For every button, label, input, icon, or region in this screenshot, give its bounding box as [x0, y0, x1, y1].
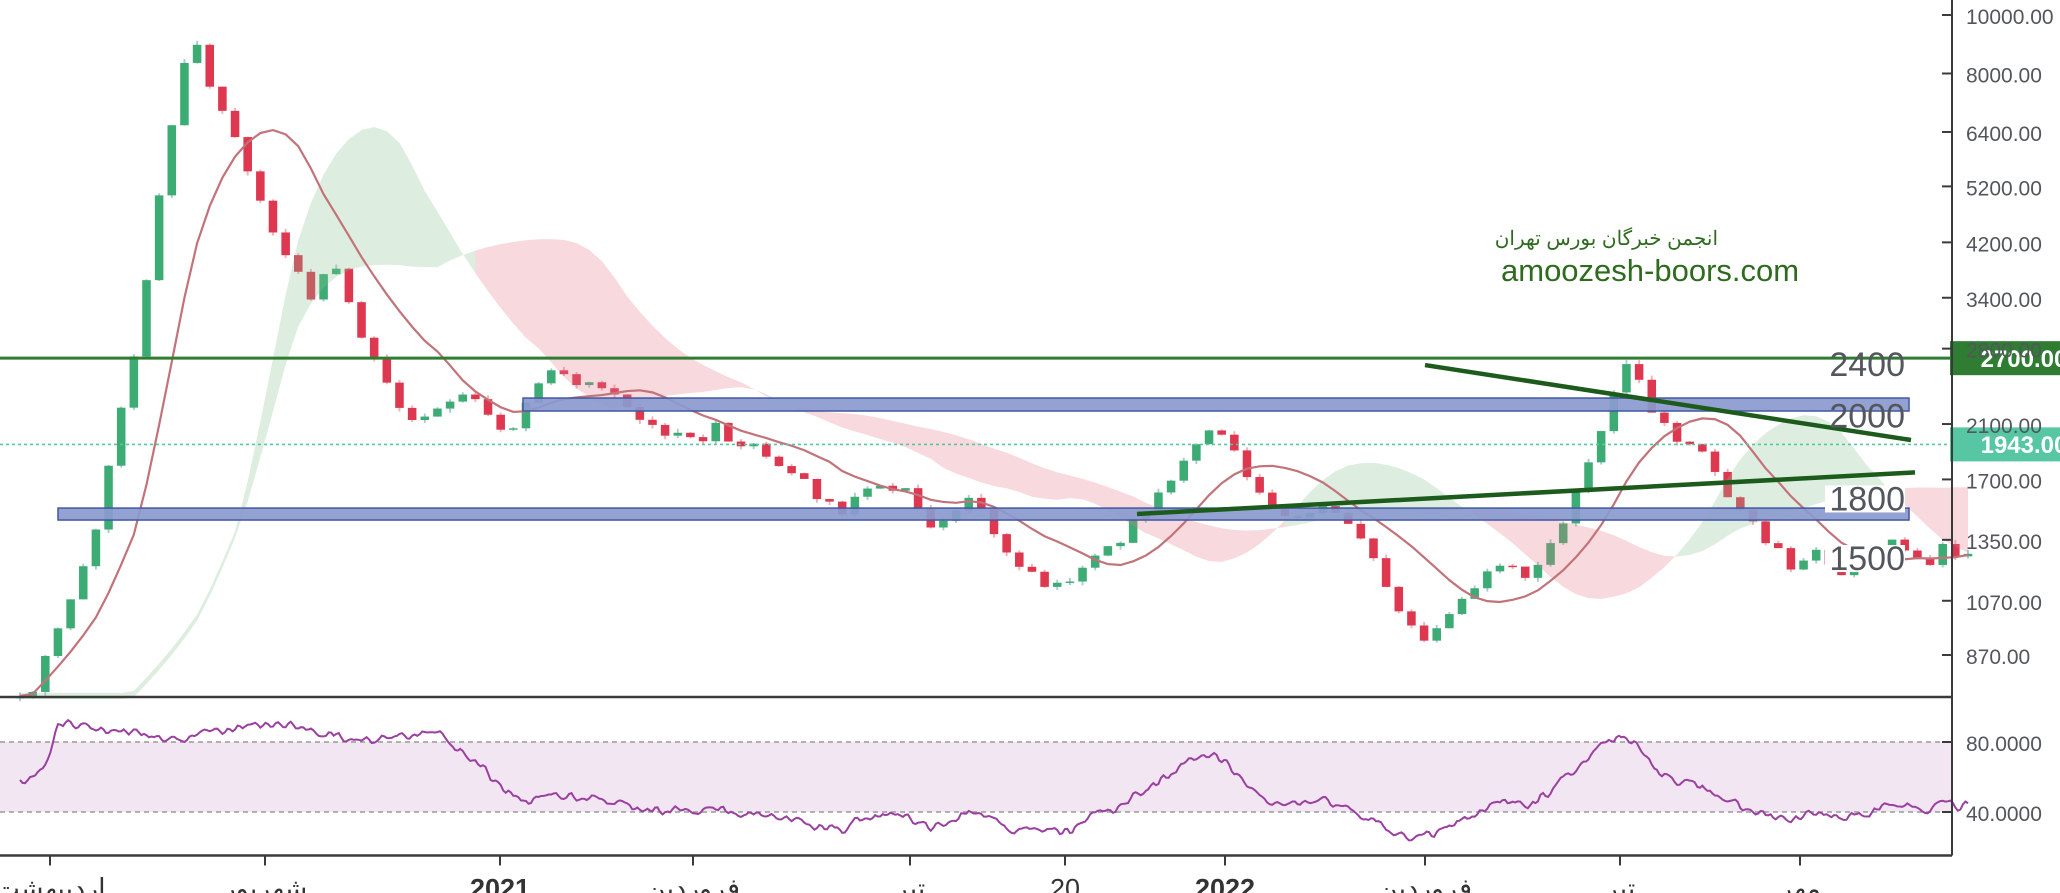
- svg-text:8000.00: 8000.00: [1966, 64, 2042, 87]
- svg-text:6400.00: 6400.00: [1966, 123, 2042, 146]
- svg-text:870.00: 870.00: [1966, 646, 2030, 669]
- svg-text:فروردین: فروردین: [646, 874, 740, 893]
- svg-text:مهر: مهر: [1777, 874, 1821, 893]
- svg-text:1800: 1800: [1829, 480, 1905, 518]
- svg-text:1070.00: 1070.00: [1966, 592, 2042, 615]
- svg-text:2021: 2021: [470, 874, 530, 893]
- svg-text:تیر: تیر: [893, 874, 926, 893]
- svg-text:شهریور: شهریور: [221, 874, 307, 893]
- svg-text:2800.00: 2800.00: [1966, 340, 2042, 363]
- svg-text:2022: 2022: [1195, 874, 1255, 893]
- svg-text:2100.00: 2100.00: [1966, 415, 2042, 438]
- svg-text:amoozesh-boors.com: amoozesh-boors.com: [1501, 253, 1799, 288]
- svg-text:4200.00: 4200.00: [1966, 233, 2042, 256]
- svg-text:10000.00: 10000.00: [1966, 6, 2054, 29]
- svg-text:2400: 2400: [1829, 346, 1905, 384]
- svg-text:40.0000: 40.0000: [1966, 803, 2042, 826]
- svg-text:80.0000: 80.0000: [1966, 733, 2042, 756]
- svg-text:انجمن خبرگان بورس تهران: انجمن خبرگان بورس تهران: [1495, 227, 1718, 250]
- svg-text:1350.00: 1350.00: [1966, 531, 2042, 554]
- svg-text:اردیبهشت: اردیبهشت: [0, 874, 106, 893]
- svg-text:20: 20: [1050, 874, 1080, 893]
- svg-text:2000: 2000: [1829, 398, 1905, 436]
- svg-text:1500: 1500: [1829, 540, 1905, 578]
- svg-text:1700.00: 1700.00: [1966, 470, 2042, 493]
- svg-text:تیر: تیر: [1603, 874, 1636, 893]
- svg-text:3400.00: 3400.00: [1966, 289, 2042, 312]
- svg-text:فروردین: فروردین: [1378, 874, 1472, 893]
- svg-text:5200.00: 5200.00: [1966, 177, 2042, 200]
